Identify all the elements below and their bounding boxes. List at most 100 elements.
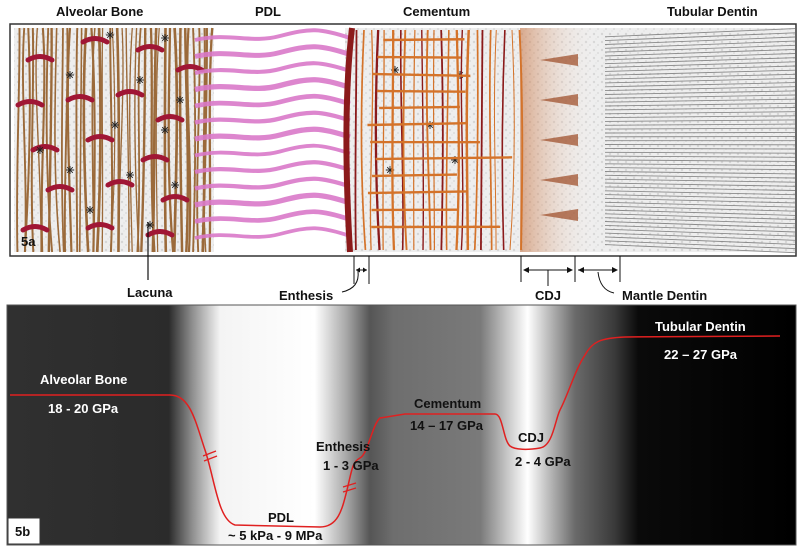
cementum-fiber-v	[425, 29, 432, 251]
enthesis-value: 1 - 3 GPa	[323, 458, 379, 473]
dentin-tubule	[604, 213, 796, 220]
bone-value: 18 - 20 GPa	[48, 401, 119, 416]
mantle-dentin-label: Mantle Dentin	[622, 288, 707, 303]
cdj-value: 2 - 4 GPa	[515, 454, 571, 469]
bone-fiber	[63, 27, 69, 253]
osteocyte	[126, 171, 134, 179]
bone-cell	[25, 54, 55, 63]
bone-cells	[15, 36, 205, 238]
dentin-tubule	[604, 69, 796, 76]
enthesis-dimension	[341, 256, 370, 293]
dentin-tubule	[604, 123, 796, 126]
osteocyte	[66, 166, 74, 174]
cementum-fiber-h	[383, 38, 465, 42]
dentin-tubule	[604, 127, 796, 130]
dentin-tubule	[604, 107, 796, 111]
dentin-tubule	[604, 190, 796, 196]
dentin-tubule	[604, 182, 796, 187]
pdl-fiber	[194, 209, 351, 224]
osteocyte-ray	[176, 96, 184, 104]
dentin-tubule	[604, 232, 796, 241]
osteocyte-ray	[161, 126, 169, 134]
lacuna-label: Lacuna	[127, 285, 173, 300]
dentin-tubules	[604, 28, 796, 254]
bone-fiber	[186, 27, 192, 253]
bone-fiber	[155, 27, 160, 253]
cementum-fiber-v	[354, 29, 358, 251]
bone-fiber	[192, 27, 197, 253]
cementum-value: 14 – 17 GPa	[410, 418, 484, 433]
dentin-tubule	[604, 171, 796, 175]
bone-fiber	[167, 27, 175, 253]
enthesis-label: Enthesis	[279, 288, 333, 303]
osteocyte	[136, 76, 144, 84]
osteocyte	[146, 221, 154, 229]
dentin-tubule	[604, 48, 796, 57]
dentin-tubule	[604, 228, 796, 237]
bone-cell	[160, 194, 190, 203]
cementum-fiber-v	[413, 29, 416, 251]
cementum-fiber-h	[372, 173, 457, 178]
dentin-tubule	[604, 77, 796, 84]
dentin-tubule	[604, 115, 796, 119]
dentin-tubule	[604, 65, 796, 72]
cdj-spike	[540, 94, 578, 106]
osteocyte-ray	[66, 166, 74, 174]
cementum-fiber-v	[445, 29, 450, 251]
cdj-label-top: CDJ	[535, 288, 561, 303]
bone-label: Alveolar Bone	[40, 372, 127, 387]
dentin-tubule	[604, 28, 796, 38]
pdl-fiber	[194, 61, 351, 76]
osteocyte	[161, 34, 169, 42]
label-pdl-top: PDL	[255, 4, 281, 19]
bone-cell	[115, 89, 145, 98]
osteocyte	[111, 121, 119, 129]
dentin-tubule	[604, 209, 796, 216]
cementum-fiber-v	[391, 29, 396, 251]
dentin-tubule	[604, 36, 796, 45]
dentin-tubule	[604, 119, 796, 122]
bone-fiber	[163, 27, 168, 253]
dentin-tubule	[604, 73, 796, 80]
bone-fiber	[125, 27, 130, 253]
dentin-tubule	[604, 224, 796, 233]
pdl-fiber	[194, 126, 351, 142]
osteocyte-ray	[161, 34, 169, 42]
pdl-fiber	[194, 93, 351, 109]
dentin-tubule	[604, 57, 796, 65]
cdj-spike	[540, 174, 578, 186]
cementum-fiber-v	[493, 29, 497, 251]
dentin-tubule	[604, 194, 796, 200]
dentin-tubule	[604, 32, 796, 42]
cdj-spikes	[540, 54, 578, 221]
dentin-tubule	[604, 163, 796, 167]
bone-fiber	[109, 27, 116, 253]
label-alveolar-bone: Alveolar Bone	[56, 4, 143, 19]
enthesis-label-b: Enthesis	[316, 439, 370, 454]
panel-b-background	[6, 304, 797, 546]
bone-fiber	[91, 27, 96, 253]
pdl-fiber	[194, 192, 351, 208]
dentin-tubule	[604, 61, 796, 68]
bone-cell	[80, 36, 110, 45]
label-tubular-dentin-top: Tubular Dentin	[667, 4, 758, 19]
pdl-fiber	[194, 44, 351, 59]
bone-cell	[175, 64, 205, 73]
osteocyte	[106, 31, 114, 39]
curve-break-lower	[342, 482, 357, 493]
cementum-fiber-h	[376, 89, 466, 93]
pdl-fiber	[194, 226, 351, 240]
dentin-tubule	[604, 44, 796, 53]
osteocyte-ray	[106, 31, 114, 39]
cementum-fiber-v	[473, 29, 479, 251]
cementum-fiber-v	[374, 29, 381, 251]
bone-fiber	[129, 27, 133, 253]
pdl-fiber	[194, 176, 351, 191]
bone-fiber	[66, 27, 73, 253]
dentin-tubule	[604, 174, 796, 179]
osteocyte-ray	[126, 171, 134, 179]
osteocyte	[176, 96, 184, 104]
bone-fiber	[40, 27, 46, 253]
cementum-edge	[343, 27, 355, 253]
osteocyte	[161, 126, 169, 134]
